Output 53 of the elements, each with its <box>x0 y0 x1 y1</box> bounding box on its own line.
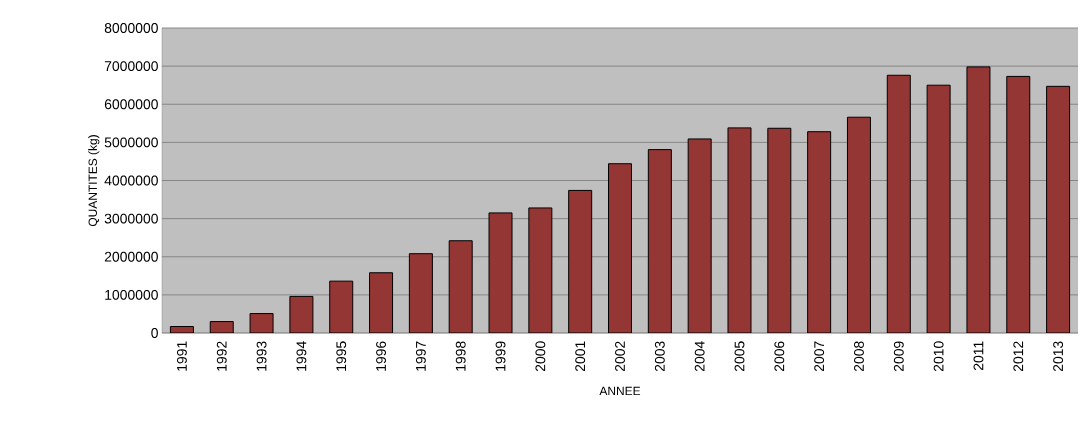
y-axis-title: QUANTITES (kg) <box>88 135 100 227</box>
bar <box>369 272 394 333</box>
bar <box>329 280 354 333</box>
y-tick-label: 0 <box>151 328 158 338</box>
y-tick-label: 8000000 <box>104 23 158 33</box>
x-tick-label: 1995 <box>336 341 347 371</box>
bar <box>886 74 911 333</box>
x-tick-label: 1993 <box>256 341 267 371</box>
x-axis-title: ANNEE <box>599 386 641 396</box>
bar <box>687 138 712 333</box>
x-tick-label: 2003 <box>654 341 665 372</box>
bar <box>926 84 951 333</box>
bar <box>846 116 871 333</box>
x-tick-label: 1998 <box>455 341 466 371</box>
x-tick-label: 1999 <box>495 341 506 371</box>
x-tick-label: 2005 <box>734 341 745 372</box>
bar <box>727 127 752 333</box>
bar <box>1046 85 1071 333</box>
x-tick-label: 2004 <box>694 341 705 372</box>
y-tick-label: 6000000 <box>104 99 158 110</box>
y-tick-label: 1000000 <box>105 289 158 300</box>
x-tick-label: 1994 <box>296 341 307 371</box>
x-tick-label: 2013 <box>1053 341 1064 372</box>
y-tick-label: 3000000 <box>104 213 158 224</box>
x-tick-label: 2002 <box>615 341 625 372</box>
y-tick-label: 5000000 <box>104 137 158 148</box>
x-tick-label: 1992 <box>216 341 227 371</box>
bar <box>647 149 672 333</box>
x-tick-label: 2009 <box>893 341 904 372</box>
y-tick-label: 7000000 <box>104 61 158 72</box>
x-tick-label: 2001 <box>575 341 586 372</box>
x-tick-label: 2012 <box>1013 341 1024 372</box>
x-tick-label: 1996 <box>376 341 386 371</box>
bar <box>966 66 991 333</box>
bar <box>608 163 633 333</box>
bar <box>448 240 473 333</box>
x-tick-label: 1991 <box>176 341 187 371</box>
x-tick-label: 2008 <box>854 341 864 372</box>
y-tick-label: 4000000 <box>104 175 158 186</box>
y-tick-label: 2000000 <box>104 251 158 262</box>
x-tick-label: 2006 <box>774 341 785 372</box>
x-tick-label: 2010 <box>933 341 944 372</box>
x-tick-label: 2011 <box>973 341 984 371</box>
x-tick-label: 2007 <box>814 341 825 372</box>
bar <box>408 253 433 333</box>
bar <box>568 189 593 333</box>
bar <box>767 127 792 333</box>
bar <box>1006 75 1031 333</box>
x-tick-label: 2000 <box>535 341 546 372</box>
bar <box>488 212 513 333</box>
bar <box>807 131 832 333</box>
bar <box>528 207 553 333</box>
x-tick-label: 1997 <box>415 341 426 371</box>
